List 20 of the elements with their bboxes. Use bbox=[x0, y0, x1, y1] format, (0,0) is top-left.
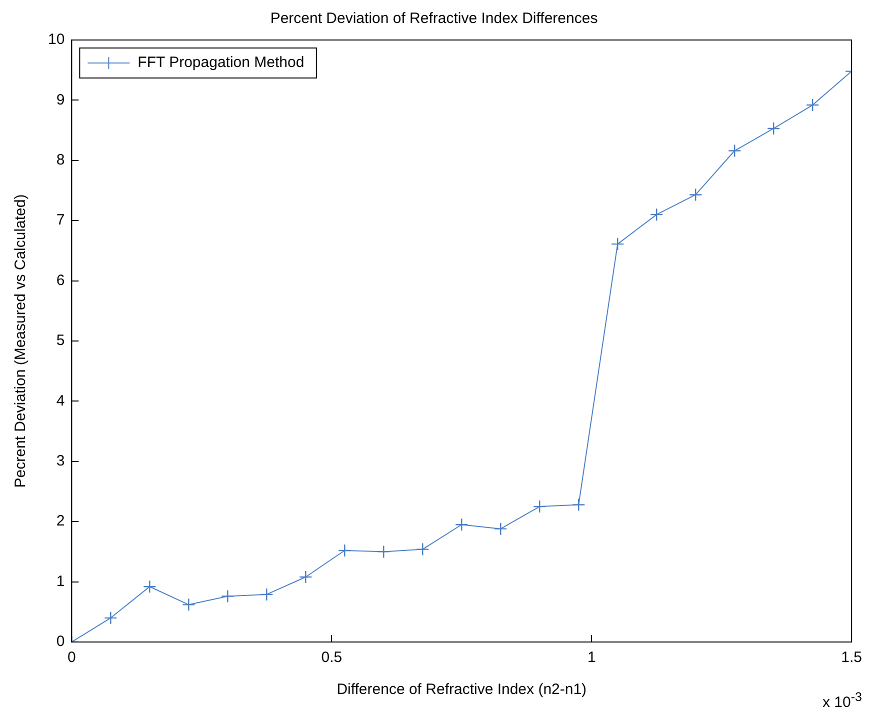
legend-label: FFT Propagation Method bbox=[138, 54, 304, 72]
y-tick-label: 9 bbox=[56, 91, 65, 108]
x-tick-label: 1 bbox=[587, 649, 596, 666]
y-tick-label: 2 bbox=[56, 512, 65, 530]
y-tick-label: 0 bbox=[56, 633, 65, 650]
x-tick-label: 0.5 bbox=[321, 649, 342, 666]
y-tick-label: 5 bbox=[56, 332, 65, 350]
y-tick-label: 3 bbox=[56, 452, 65, 470]
chart-title: Percent Deviation of Refractive Index Differences bbox=[270, 10, 598, 28]
y-tick-label: 4 bbox=[56, 392, 65, 410]
y-tick-label: 7 bbox=[56, 212, 65, 229]
y-tick-label: 10 bbox=[48, 31, 65, 48]
y-tick-label: 8 bbox=[56, 152, 65, 169]
y-axis-title: Pecrent Deviation (Measured vs Calculated) bbox=[12, 194, 30, 488]
x-axis-title: Difference of Refractive Index (n2-n1) bbox=[336, 681, 587, 698]
x-tick-label: 0 bbox=[68, 649, 76, 666]
y-tick-label: 1 bbox=[56, 572, 65, 590]
x-tick-label: 1.5 bbox=[841, 649, 862, 666]
text: x 10$^{-3}$ bbox=[822, 690, 862, 711]
y-tick-label: 6 bbox=[56, 272, 65, 289]
